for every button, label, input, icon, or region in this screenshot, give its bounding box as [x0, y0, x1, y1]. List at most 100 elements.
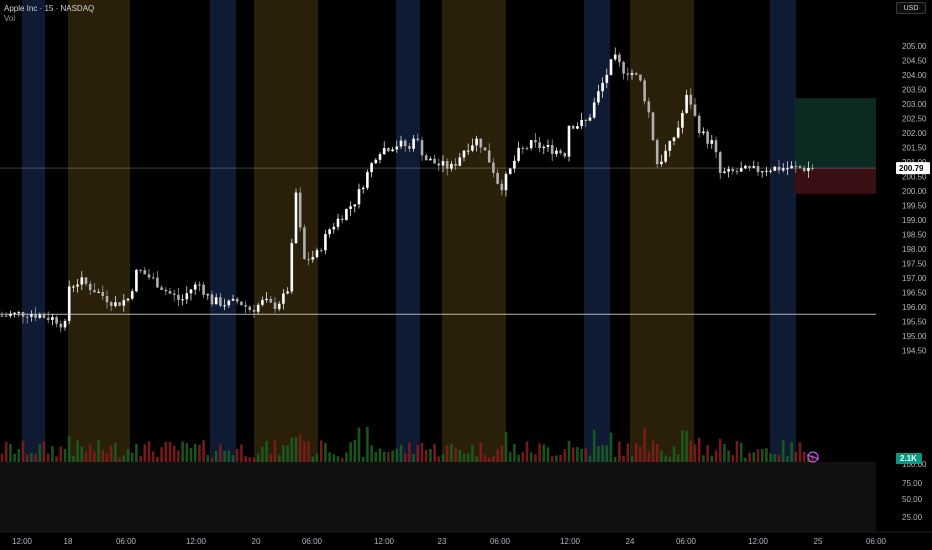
candle-body[interactable] [294, 192, 298, 244]
candle-body[interactable] [17, 312, 21, 314]
candle-body[interactable] [748, 165, 751, 168]
candle-body[interactable] [445, 161, 449, 169]
candle-body[interactable] [366, 172, 369, 188]
candle-body[interactable] [349, 206, 352, 210]
candle-body[interactable] [395, 146, 399, 150]
candle-body[interactable] [462, 150, 466, 158]
candle-body[interactable] [51, 317, 54, 320]
symbol-title[interactable]: Apple Inc · 15 · NASDAQ [4, 4, 95, 13]
candle-body[interactable] [399, 140, 403, 147]
candle-body[interactable] [613, 54, 617, 60]
candle-body[interactable] [345, 209, 348, 221]
candle-body[interactable] [714, 140, 718, 153]
candle-body[interactable] [252, 310, 256, 312]
candle-body[interactable] [626, 73, 630, 75]
candle-body[interactable] [261, 300, 264, 305]
candle-body[interactable] [353, 204, 357, 207]
candle-body[interactable] [9, 313, 12, 316]
candle-body[interactable] [786, 168, 789, 170]
candle-body[interactable] [584, 119, 588, 121]
candle-body[interactable] [647, 101, 651, 113]
candle-body[interactable] [811, 167, 814, 169]
candle-body[interactable] [76, 284, 79, 287]
bar-replay-icon[interactable] [806, 451, 820, 463]
candle-body[interactable] [760, 171, 764, 173]
candle-body[interactable] [290, 243, 294, 292]
candle-body[interactable] [538, 142, 541, 149]
candle-body[interactable] [118, 302, 121, 306]
candle-body[interactable] [471, 145, 474, 151]
candle-body[interactable] [781, 168, 785, 171]
candle-body[interactable] [214, 297, 218, 305]
candle-body[interactable] [189, 289, 193, 294]
candle-body[interactable] [479, 138, 483, 148]
candle-body[interactable] [450, 163, 453, 169]
candle-body[interactable] [63, 320, 67, 328]
candle-body[interactable] [752, 166, 756, 168]
candle-body[interactable] [588, 117, 592, 121]
candle-body[interactable] [122, 300, 126, 306]
candle-body[interactable] [21, 312, 25, 317]
candle-body[interactable] [597, 91, 600, 103]
candle-body[interactable] [378, 154, 382, 160]
candle-body[interactable] [168, 291, 172, 294]
candle-body[interactable] [324, 234, 327, 251]
candle-body[interactable] [777, 166, 781, 171]
candle-body[interactable] [609, 59, 613, 75]
candle-body[interactable] [298, 192, 302, 228]
candle-body[interactable] [458, 157, 462, 166]
candle-body[interactable] [403, 140, 407, 147]
candle-body[interactable] [718, 152, 722, 173]
candle-body[interactable] [592, 102, 596, 118]
candle-body[interactable] [660, 161, 663, 165]
candle-body[interactable] [655, 140, 659, 165]
candle-body[interactable] [336, 218, 340, 227]
candle-body[interactable] [126, 298, 130, 301]
candle-body[interactable] [223, 305, 226, 307]
candle-body[interactable] [534, 140, 537, 143]
candle-body[interactable] [496, 172, 499, 184]
candle-body[interactable] [693, 104, 697, 116]
candle-body[interactable] [151, 277, 155, 279]
candle-body[interactable] [563, 153, 567, 157]
candle-body[interactable] [672, 137, 676, 142]
candle-body[interactable] [105, 296, 109, 303]
candle-body[interactable] [550, 145, 554, 154]
candle-body[interactable] [34, 314, 37, 318]
candle-body[interactable] [109, 302, 113, 306]
candle-body[interactable] [601, 82, 604, 92]
candle-body[interactable] [160, 287, 163, 290]
candle-body[interactable] [156, 277, 159, 288]
candle-body[interactable] [571, 125, 575, 129]
candle-body[interactable] [185, 293, 189, 300]
candle-body[interactable] [286, 291, 289, 294]
candle-body[interactable] [135, 269, 138, 292]
candle-body[interactable] [277, 303, 281, 309]
candle-body[interactable] [697, 115, 701, 134]
candle-body[interactable] [244, 305, 247, 307]
candle-body[interactable] [454, 163, 457, 166]
candle-body[interactable] [639, 74, 642, 81]
candle-body[interactable] [689, 94, 693, 105]
candle-body[interactable] [164, 289, 168, 292]
candle-body[interactable] [93, 290, 96, 293]
candle-body[interactable] [710, 140, 714, 144]
candle-body[interactable] [25, 316, 29, 318]
candle-body[interactable] [630, 73, 634, 75]
candle-body[interactable] [240, 301, 243, 306]
candle-body[interactable] [668, 141, 672, 151]
candle-body[interactable] [487, 150, 491, 163]
candle-body[interactable] [765, 170, 768, 172]
candle-body[interactable] [282, 293, 285, 304]
candle-body[interactable] [408, 146, 411, 149]
candle-body[interactable] [567, 125, 571, 157]
currency-button[interactable]: USD [896, 2, 926, 14]
candle-body[interactable] [357, 189, 361, 205]
candle-body[interactable] [412, 138, 415, 149]
candle-body[interactable] [492, 162, 495, 173]
candle-body[interactable] [731, 169, 735, 172]
candle-body[interactable] [42, 314, 46, 318]
candle-body[interactable] [735, 171, 739, 173]
candle-body[interactable] [529, 140, 533, 149]
